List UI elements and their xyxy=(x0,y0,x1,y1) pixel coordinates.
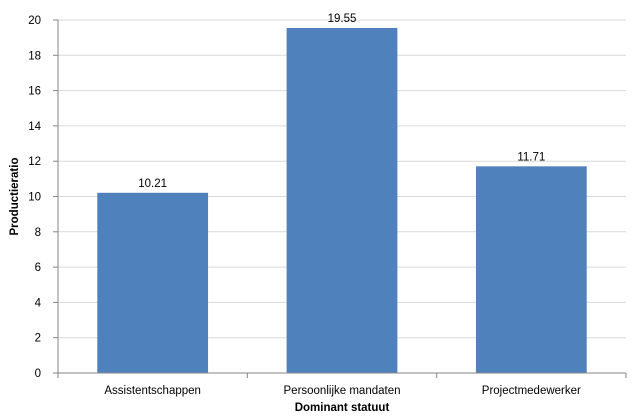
y-tick-label: 4 xyxy=(35,297,42,309)
x-tick-labels: Assistentschappen Persoonlijke mandaten Pr… xyxy=(57,373,627,397)
data-label: 19.55 xyxy=(328,13,357,25)
y-tick-label: 10 xyxy=(28,192,41,204)
x-tick-label: Persoonlijke mandaten xyxy=(284,385,401,397)
bar xyxy=(286,27,398,373)
y-tick-labels: 0 2 4 6 8 10 12 14 16 18 20 xyxy=(28,15,58,380)
y-tick-label: 0 xyxy=(35,368,41,380)
bars xyxy=(97,27,587,373)
y-tick-label: 6 xyxy=(35,262,41,274)
x-tick-label: Assistentschappen xyxy=(104,385,201,397)
y-tick-label: 2 xyxy=(35,333,41,345)
bar xyxy=(97,192,209,373)
y-tick-label: 12 xyxy=(28,156,41,168)
y-tick-label: 20 xyxy=(28,15,41,27)
data-labels: 10.21 19.55 11.71 xyxy=(138,13,545,190)
x-tick-label: Projectmedewerker xyxy=(482,385,581,397)
y-tick-label: 14 xyxy=(28,121,41,133)
bar xyxy=(475,166,587,373)
x-axis-title: Dominant statuut xyxy=(295,402,390,414)
data-label: 10.21 xyxy=(138,178,167,190)
y-tick-label: 8 xyxy=(35,227,41,239)
data-label: 11.71 xyxy=(517,151,545,163)
y-tick-label: 18 xyxy=(28,50,41,62)
y-axis-title: Productieratio xyxy=(9,158,21,236)
y-tick-label: 16 xyxy=(28,86,41,98)
